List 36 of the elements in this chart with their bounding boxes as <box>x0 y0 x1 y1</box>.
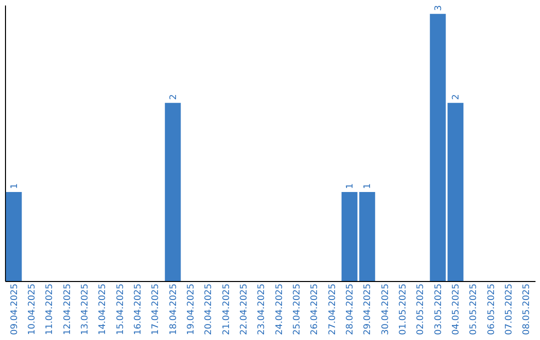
x-tick-label: 03.05.2025 <box>434 284 444 336</box>
x-tick-label: 10.04.2025 <box>28 284 38 336</box>
x-tick-label: 07.05.2025 <box>504 284 514 336</box>
data-label: 3 <box>434 5 444 11</box>
x-tick-label: 04.05.2025 <box>452 284 462 336</box>
x-tick-label: 01.05.2025 <box>398 284 408 336</box>
x-tick-label: 25.04.2025 <box>292 284 302 336</box>
data-label: 1 <box>10 183 20 189</box>
x-tick-label: 27.04.2025 <box>328 284 338 336</box>
x-tick-label: 14.04.2025 <box>98 284 108 336</box>
data-label: 2 <box>452 94 462 100</box>
x-tick-label: 06.05.2025 <box>486 284 497 336</box>
x-tick-label: 22.04.2025 <box>240 284 250 336</box>
x-tick-label: 13.04.2025 <box>80 284 90 336</box>
x-tick-label: 19.04.2025 <box>186 284 196 336</box>
x-tick-label: 08.05.2025 <box>522 284 532 336</box>
x-tick-label: 05.05.2025 <box>469 284 480 336</box>
data-label: 1 <box>346 183 356 189</box>
x-tick-label: 30.04.2025 <box>380 284 391 336</box>
x-tick-label: 17.04.2025 <box>151 284 162 336</box>
x-tick-label: 12.04.2025 <box>62 284 73 336</box>
x-tick-label: 16.04.2025 <box>134 284 144 336</box>
x-tick-label: 02.05.2025 <box>416 284 426 336</box>
x-tick-label: 15.04.2025 <box>116 284 126 336</box>
x-tick-label: 29.04.2025 <box>363 284 374 336</box>
x-tick-label: 23.04.2025 <box>257 284 268 336</box>
data-label: 2 <box>168 94 179 100</box>
data-label: 1 <box>363 183 374 189</box>
x-tick-label: 20.04.2025 <box>204 284 214 336</box>
x-tick-label: 11.04.2025 <box>45 284 56 336</box>
x-tick-label: 26.04.2025 <box>310 284 320 336</box>
x-tick-label: 09.04.2025 <box>10 284 20 336</box>
x-tick-label: 28.04.2025 <box>346 284 356 336</box>
x-tick-label: 21.04.2025 <box>222 284 232 336</box>
x-tick-label: 24.04.2025 <box>274 284 285 336</box>
x-tick-label: 18.04.2025 <box>168 284 179 336</box>
